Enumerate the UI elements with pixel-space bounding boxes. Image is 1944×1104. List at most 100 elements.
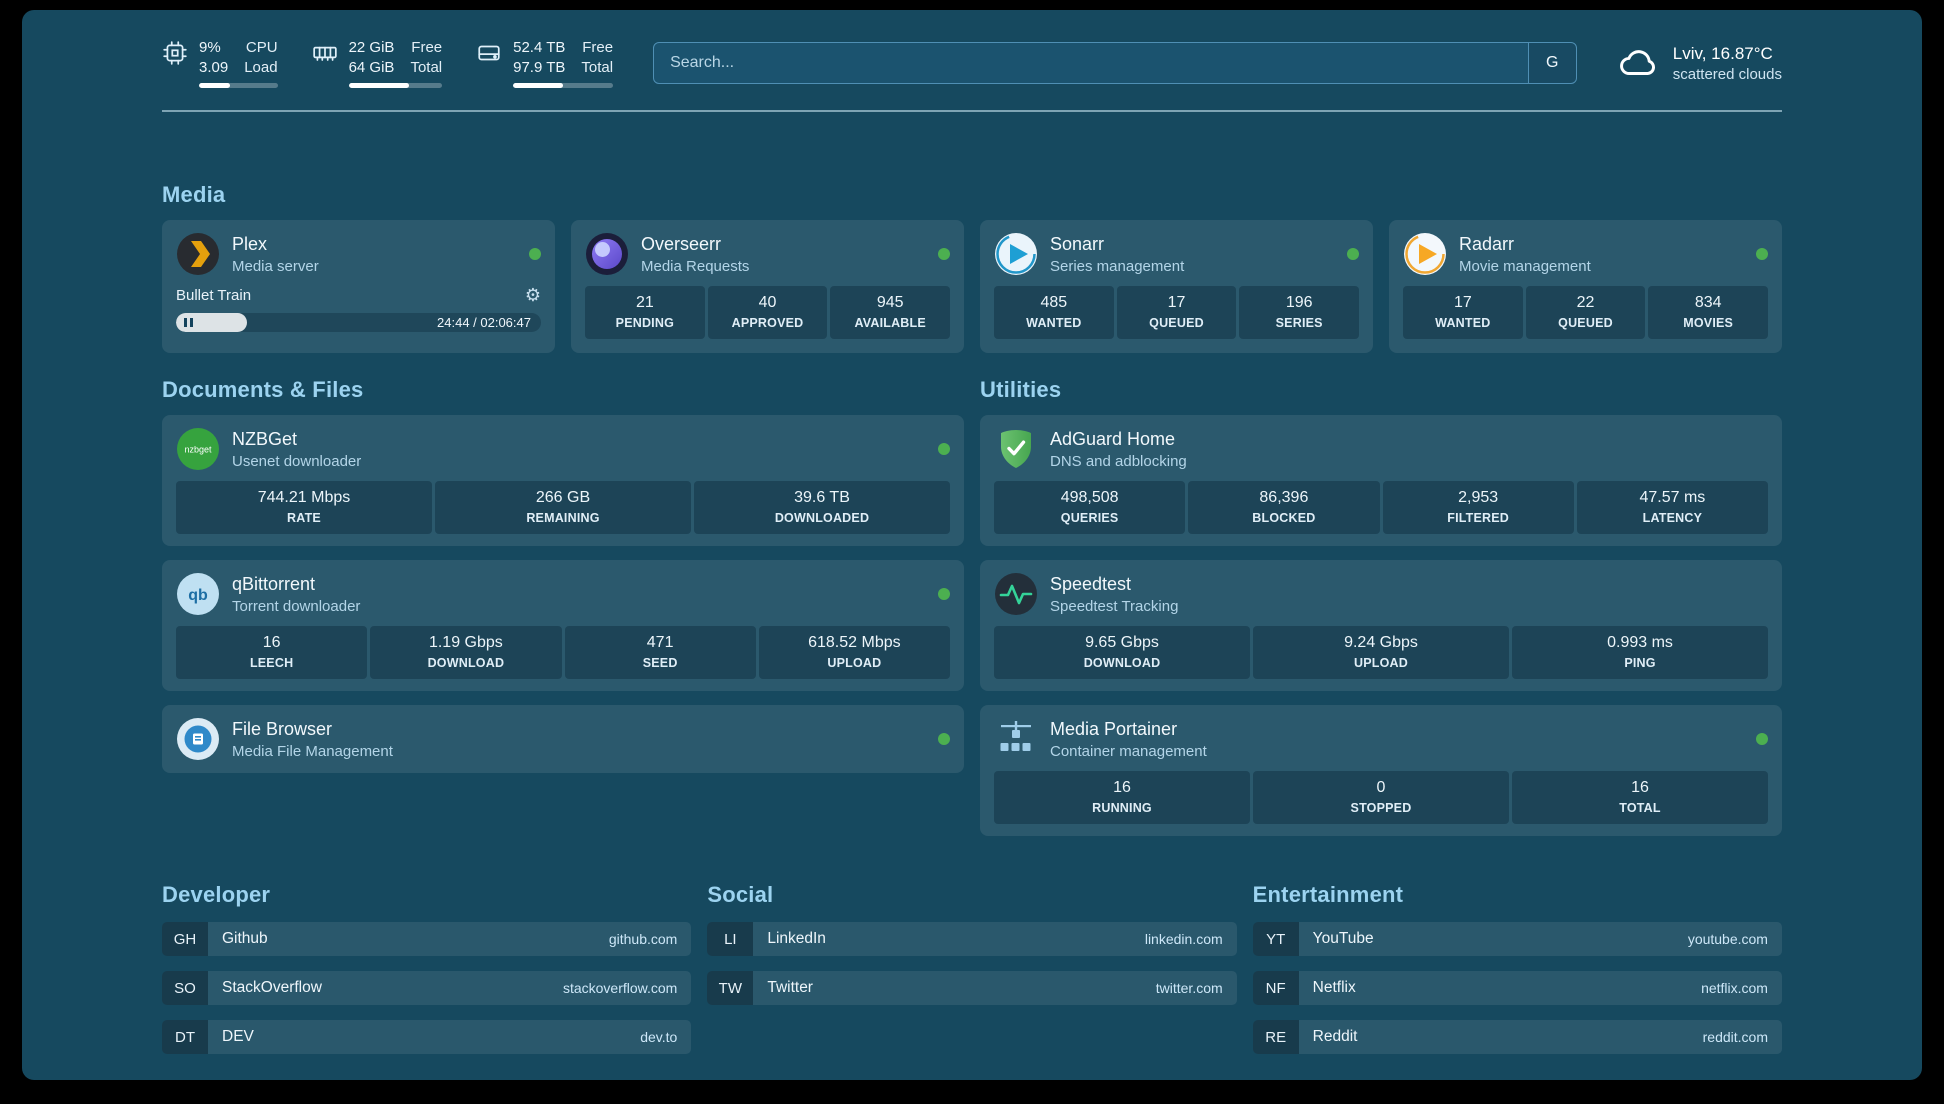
bookmark-url: github.com xyxy=(608,931,678,947)
portainer-stat-running: 16 RUNNING xyxy=(994,771,1250,824)
overseerr-stat-approved: 40 APPROVED xyxy=(707,286,828,339)
status-dot xyxy=(1756,248,1768,260)
speedtest-stat-upload: 9.24 Gbps UPLOAD xyxy=(1253,626,1509,679)
bookmark-url: twitter.com xyxy=(1155,980,1223,996)
bookmark-abbr: RE xyxy=(1252,1020,1299,1054)
bookmark-abbr: TW xyxy=(707,971,754,1005)
filebrowser-icon xyxy=(176,717,220,761)
bookmark-name: YouTube xyxy=(1312,930,1374,947)
memory-total-value: 64 GiB xyxy=(348,58,395,76)
overseerr-stat-pending: 21 PENDING xyxy=(585,286,705,339)
developer-bookmarks: Developer GH Github github.com SO StackO… xyxy=(162,882,692,1054)
bookmark-name: Twitter xyxy=(767,979,813,996)
bookmark-linkedin[interactable]: LI LinkedIn linkedin.com xyxy=(707,922,1237,956)
app-name: Overseerr xyxy=(641,233,722,254)
bookmark-reddit[interactable]: RE Reddit reddit.com xyxy=(1252,1020,1782,1054)
nzbget-card[interactable]: nzbget NZBGet Usenet downloader 744.21 M… xyxy=(162,415,964,546)
weather-widget: Lviv, 16.87°C scattered clouds xyxy=(1617,42,1782,84)
disk-total-label: Total xyxy=(581,58,614,76)
cpu-load-value: 3.09 xyxy=(199,58,229,76)
radarr-icon xyxy=(1403,232,1447,276)
bookmark-name: DEV xyxy=(222,1028,254,1045)
adguard-stat-queries: 498,508 QUERIES xyxy=(994,481,1186,534)
filebrowser-card[interactable]: File Browser Media File Management xyxy=(162,705,964,773)
adguard-stat-latency: 47.57 ms LATENCY xyxy=(1576,481,1768,534)
qbittorrent-icon: qb xyxy=(176,572,220,616)
bookmark-abbr: DT xyxy=(162,1020,208,1054)
app-subtitle: Series management xyxy=(1050,257,1185,275)
cpu-metric: 9% 3.09 CPU Load xyxy=(162,38,278,88)
bookmark-dev[interactable]: DT DEV dev.to xyxy=(162,1020,692,1054)
bookmark-url: youtube.com xyxy=(1687,931,1768,947)
bookmark-name: LinkedIn xyxy=(767,930,826,947)
adguard-card[interactable]: AdGuard Home DNS and adblocking 498,508 … xyxy=(980,415,1782,546)
app-subtitle: Usenet downloader xyxy=(232,452,362,470)
adguard-stat-blocked: 86,396 BLOCKED xyxy=(1188,481,1380,534)
nzbget-stat-rate: 744.21 Mbps RATE xyxy=(176,481,432,534)
utilities-section: Utilities xyxy=(980,377,1782,836)
bookmark-name: Netflix xyxy=(1312,979,1356,996)
app-name: Plex xyxy=(232,233,268,254)
playback-time: 24:44 / 02:06:47 xyxy=(437,315,531,330)
sonarr-stat-series: 196 SERIES xyxy=(1239,286,1360,339)
pause-icon[interactable] xyxy=(184,318,193,327)
nzbget-stat-remaining: 266 GB REMAINING xyxy=(435,481,691,534)
adguard-icon xyxy=(994,427,1038,471)
gear-icon[interactable]: ⚙ xyxy=(524,285,541,305)
status-dot xyxy=(1756,733,1768,745)
overseerr-card[interactable]: Overseerr Media Requests 21 PENDING 40 A… xyxy=(571,220,964,353)
cpu-icon xyxy=(162,40,188,66)
app-name: File Browser xyxy=(232,718,333,739)
qbittorrent-card[interactable]: qb qBittorrent Torrent downloader 16 xyxy=(162,560,964,691)
sonarr-stat-queued: 17 QUEUED xyxy=(1116,286,1237,339)
bookmark-youtube[interactable]: YT YouTube youtube.com xyxy=(1252,922,1782,956)
bookmark-url: linkedin.com xyxy=(1144,931,1223,947)
dashboard-root: 9% 3.09 CPU Load xyxy=(22,10,1922,1080)
media-section: Media Plex Media server xyxy=(162,182,1782,353)
plex-card[interactable]: Plex Media server Bullet Train ⚙ 24:44 /… xyxy=(162,220,555,353)
cpu-usage-bar xyxy=(199,83,278,88)
social-section-title: Social xyxy=(707,882,774,907)
cpu-load-label: Load xyxy=(244,58,278,76)
app-name: Speedtest xyxy=(1050,573,1132,594)
radarr-card[interactable]: Radarr Movie management 17 WANTED 22 QUE… xyxy=(1389,220,1782,353)
search-engine-button[interactable]: G xyxy=(1527,43,1576,83)
search-bar: G xyxy=(653,42,1577,84)
documents-section-title: Documents & Files xyxy=(162,377,364,402)
bookmark-name: Reddit xyxy=(1312,1028,1358,1045)
bookmark-name: StackOverflow xyxy=(222,979,322,996)
portainer-stat-total: 16 TOTAL xyxy=(1512,771,1768,824)
sonarr-card[interactable]: Sonarr Series management 485 WANTED 17 Q… xyxy=(980,220,1373,353)
qbittorrent-stat-download: 1.19 Gbps DOWNLOAD xyxy=(370,626,562,679)
cpu-label: CPU xyxy=(245,39,278,56)
disk-icon xyxy=(476,40,502,66)
qbittorrent-stat-upload: 618.52 Mbps UPLOAD xyxy=(758,626,950,679)
status-dot xyxy=(1347,248,1359,260)
app-name: qBittorrent xyxy=(232,573,316,594)
bookmark-github[interactable]: GH Github github.com xyxy=(162,922,692,956)
bookmark-url: reddit.com xyxy=(1702,1029,1768,1045)
search-input[interactable] xyxy=(654,43,1528,83)
portainer-card[interactable]: Media Portainer Container management 16 … xyxy=(980,705,1782,836)
documents-section: Documents & Files nzbget NZBGet Usenet d… xyxy=(162,377,964,836)
svg-text:nzbget: nzbget xyxy=(184,445,212,455)
bookmark-netflix[interactable]: NF Netflix netflix.com xyxy=(1252,971,1782,1005)
bookmark-name: Github xyxy=(222,930,268,947)
app-subtitle: Container management xyxy=(1050,742,1207,760)
sonarr-icon xyxy=(994,232,1038,276)
utilities-section-title: Utilities xyxy=(980,377,1062,402)
nzbget-stat-downloaded: 39.6 TB DOWNLOADED xyxy=(694,481,950,534)
status-dot xyxy=(938,443,950,455)
app-subtitle: Movie management xyxy=(1459,257,1591,275)
bookmark-twitter[interactable]: TW Twitter twitter.com xyxy=(707,971,1237,1005)
bookmark-stackoverflow[interactable]: SO StackOverflow stackoverflow.com xyxy=(162,971,692,1005)
bookmark-abbr: GH xyxy=(162,922,208,956)
cpu-usage-value: 9% xyxy=(199,39,221,56)
speedtest-stat-download: 9.65 Gbps DOWNLOAD xyxy=(994,626,1250,679)
overseerr-stat-available: 945 AVAILABLE xyxy=(830,286,951,339)
plex-player-bar[interactable]: 24:44 / 02:06:47 xyxy=(176,313,541,332)
speedtest-card[interactable]: Speedtest Speedtest Tracking 9.65 Gbps D… xyxy=(980,560,1782,691)
svg-text:qb: qb xyxy=(188,587,208,604)
memory-metric: 22 GiB 64 GiB Free Total xyxy=(312,38,443,88)
topbar: 9% 3.09 CPU Load xyxy=(162,38,1782,88)
